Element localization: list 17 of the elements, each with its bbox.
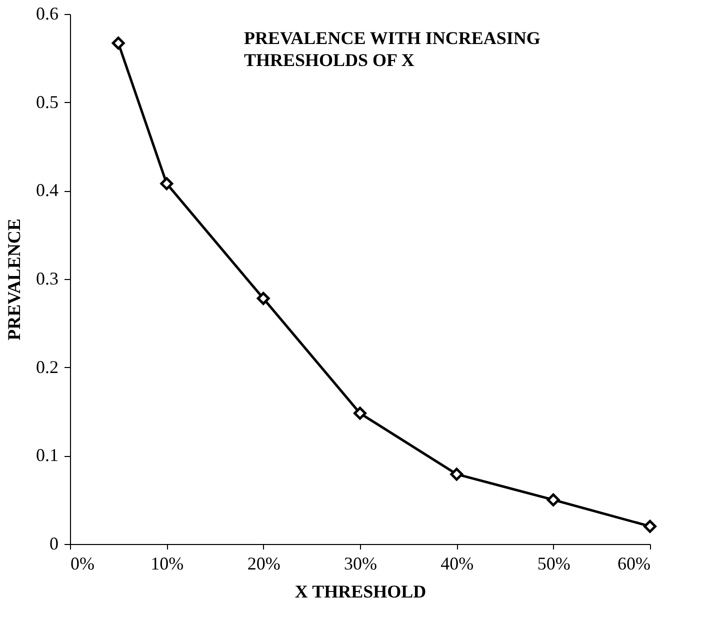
y-tick-label: 0.1 [36, 445, 58, 466]
text: PREVALENCE WITH INCREASING THRESHOLDS OF X [244, 28, 540, 70]
y-tick-label: 0.6 [36, 4, 58, 24]
x-tick-label: 30% [344, 554, 377, 574]
y-axis-title: PREVALENCE [4, 218, 24, 340]
x-tick-label: 0% [70, 554, 94, 574]
y-tick-label: 0.5 [36, 92, 58, 112]
x-tick-label: 40% [440, 554, 474, 574]
x-tick-label: 10% [150, 554, 184, 574]
x-axis-title: X THRESHOLD [294, 582, 426, 602]
y-tick-label: 0.3 [36, 268, 58, 288]
x-tick-label: 60% [618, 554, 650, 574]
y-tick-label: 0.4 [36, 180, 58, 200]
x-tick-label: 50% [537, 554, 570, 574]
y-tick-label: 0 [50, 534, 58, 554]
y-tick-label: 0.2 [36, 356, 58, 377]
x-tick-label: 20% [247, 554, 280, 574]
